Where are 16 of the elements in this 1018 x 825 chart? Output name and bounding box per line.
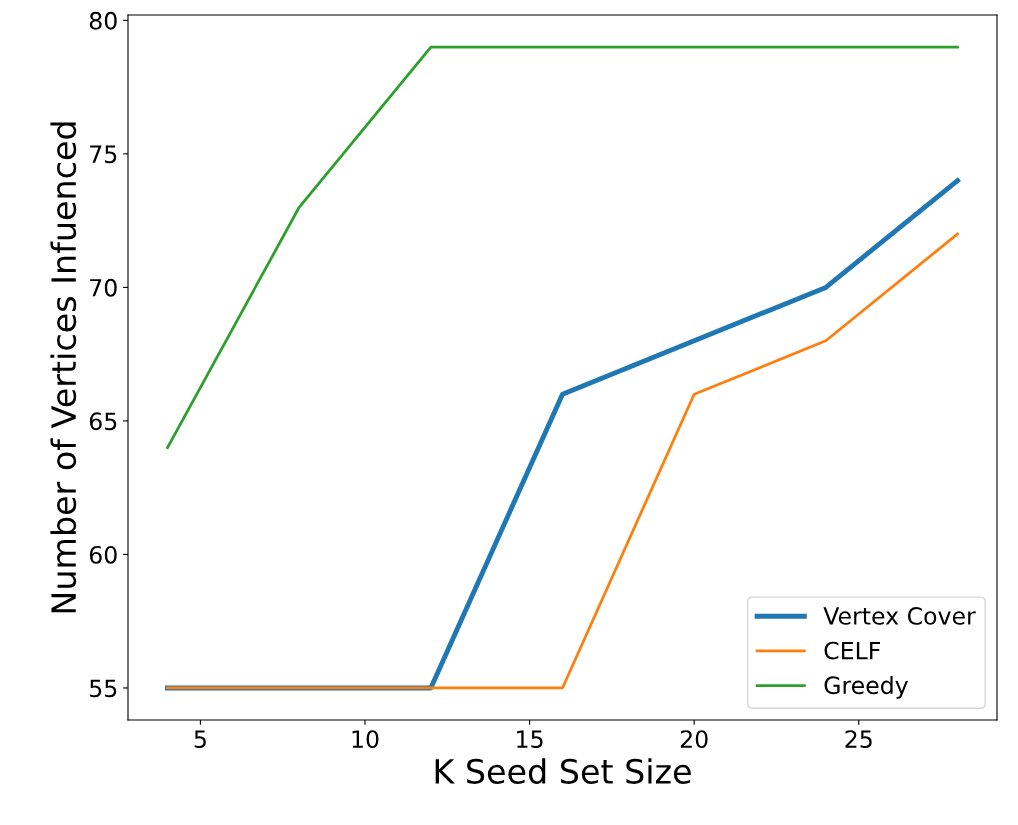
legend-label: CELF [824,641,880,660]
y-tick-label: 60 [89,545,117,564]
x-tick-label: 15 [517,730,543,748]
x-axis-title: K Seed Set Size [435,758,691,784]
legend-label: Vertex Cover [823,607,976,625]
x-tick-label: 25 [845,730,872,748]
legend-label: Greedy [824,675,908,699]
y-tick-label: 65 [89,412,117,431]
y-tick-label: 75 [90,145,117,164]
y-tick-label: 80 [89,11,117,30]
x-tick-label: 20 [680,730,708,748]
x-tick-label: 5 [194,730,206,748]
y-axis-title: Number of Vertices Infuenced [50,122,77,613]
x-tick-label: 10 [352,730,379,748]
y-tick-label: 55 [90,679,117,698]
y-tick-label: 70 [90,278,117,297]
